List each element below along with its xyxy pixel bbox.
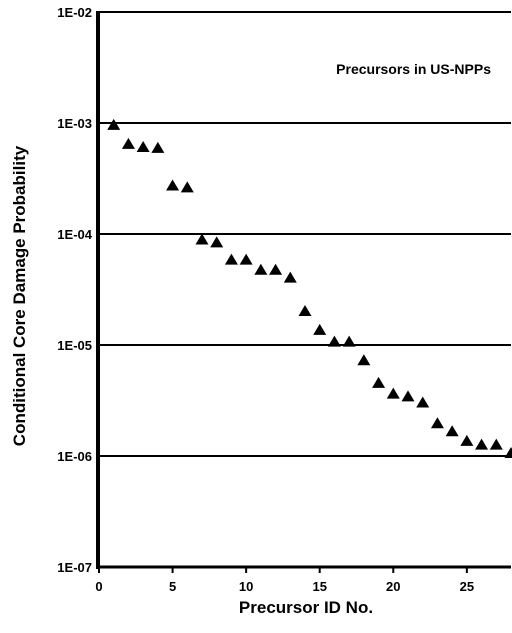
data-point-triangle: [195, 233, 209, 245]
data-point-triangle: [416, 396, 430, 408]
data-point-triangle: [445, 425, 459, 437]
data-point-triangle: [210, 236, 224, 248]
data-point-triangle: [107, 118, 121, 130]
x-tick-labels: 0 5 10 15 20 25: [95, 567, 474, 594]
data-point-triangle: [401, 390, 415, 402]
data-point-triangle: [239, 253, 253, 265]
data-point-triangle: [313, 323, 327, 335]
y-tick-label: 1E-02: [57, 5, 92, 20]
data-point-triangle: [475, 438, 489, 450]
data-point-triangle: [298, 304, 312, 316]
data-point-triangle: [489, 438, 503, 450]
y-tick-label: 1E-07: [57, 560, 92, 575]
chart-annotation: Precursors in US-NPPs: [336, 61, 491, 77]
x-axis-label: Precursor ID No.: [239, 598, 373, 617]
x-tick-label: 5: [169, 579, 176, 594]
data-point-triangle: [327, 335, 341, 347]
data-point-triangle: [269, 263, 283, 275]
data-point-triangle: [151, 141, 165, 153]
y-tick-labels: 1E-07 1E-06 1E-05 1E-04 1E-03 1E-02: [57, 5, 92, 575]
y-axis-label: Conditional Core Damage Probability: [10, 145, 29, 446]
data-point-triangle: [254, 263, 268, 275]
x-tick-label: 15: [312, 579, 326, 594]
data-point-triangle: [136, 141, 150, 153]
data-point-triangle: [342, 335, 356, 347]
data-points: [107, 118, 512, 459]
data-point-triangle: [121, 137, 135, 149]
data-point-triangle: [180, 181, 194, 193]
y-tick-label: 1E-03: [57, 116, 92, 131]
axes: [96, 11, 511, 569]
gridlines: [99, 11, 511, 568]
data-point-triangle: [166, 179, 180, 191]
data-point-triangle: [224, 253, 238, 265]
y-tick-label: 1E-05: [57, 338, 92, 353]
x-tick-label: 0: [95, 579, 102, 594]
y-tick-label: 1E-06: [57, 449, 92, 464]
x-tick-label: 20: [386, 579, 400, 594]
data-point-triangle: [460, 434, 474, 446]
data-point-triangle: [372, 376, 386, 388]
data-point-triangle: [386, 387, 400, 399]
data-point-triangle: [430, 417, 444, 429]
x-tick-label: 25: [460, 579, 474, 594]
data-point-triangle: [357, 354, 371, 366]
data-point-triangle: [504, 447, 512, 459]
data-point-triangle: [283, 271, 297, 283]
y-tick-label: 1E-04: [57, 227, 92, 242]
x-tick-label: 10: [239, 579, 253, 594]
